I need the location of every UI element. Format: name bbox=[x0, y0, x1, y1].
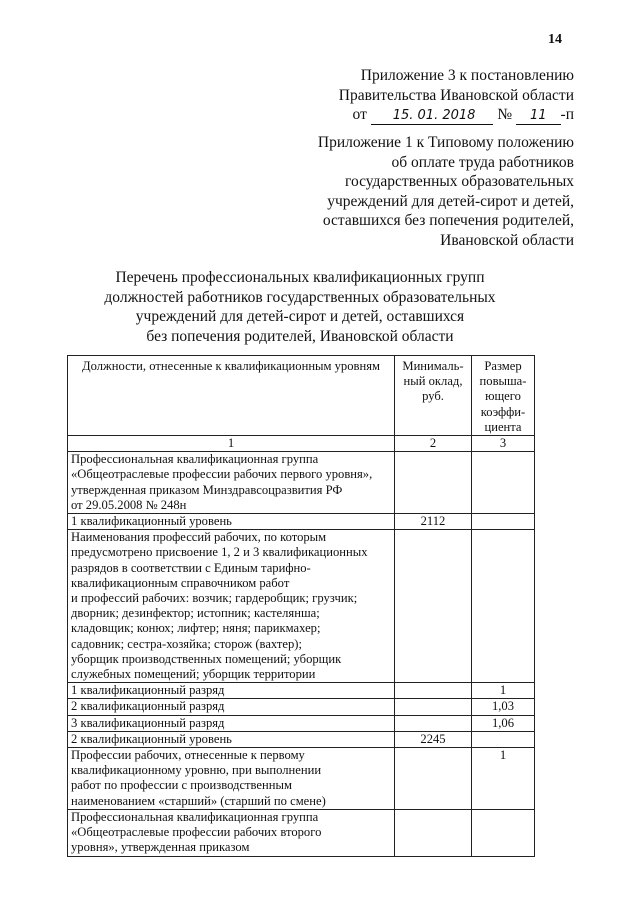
row-description: Профессии рабочих, отнесенные к первому … bbox=[67, 747, 395, 810]
table-row: 1 квалификационный разряд 1 bbox=[67, 682, 535, 700]
row-description: 2 квалификационный уровень bbox=[67, 730, 395, 749]
header-coefficient: Размер повыша- ющего коэффи- циента bbox=[471, 354, 535, 437]
table-row: 2 квалификационный уровень 2245 bbox=[67, 730, 535, 749]
document-number: 11 bbox=[515, 107, 561, 125]
appendix-3-line2: Правительства Ивановской области bbox=[338, 86, 574, 104]
header-positions: Должности, отнесенные к квалификационным… bbox=[67, 354, 395, 437]
appendix-1-header: Приложение 1 к Типовому положению об опл… bbox=[317, 134, 574, 249]
header-min-salary: Минималь- ный оклад, руб. bbox=[394, 354, 472, 437]
row-coefficient: 1 bbox=[471, 682, 535, 700]
col-number-2: 2 bbox=[394, 435, 472, 453]
row-description: Наименования профессий рабочих, по котор… bbox=[67, 529, 395, 684]
number-suffix: -п bbox=[560, 106, 574, 123]
row-coefficient bbox=[471, 451, 535, 515]
table-row: Профессиональная квалификационная группа… bbox=[67, 808, 535, 857]
table-row: 2 квалификационный разряд 1,03 bbox=[67, 698, 535, 716]
table-row: 1 квалификационный уровень 2112 bbox=[67, 513, 535, 531]
row-description: 1 квалификационный разряд bbox=[67, 682, 395, 700]
row-salary bbox=[394, 529, 472, 684]
table-row: Профессиональная квалификационная группа… bbox=[67, 451, 535, 515]
row-description: Профессиональная квалификационная группа… bbox=[67, 808, 395, 857]
table-row: Профессии рабочих, отнесенные к первому … bbox=[67, 747, 535, 810]
row-salary bbox=[394, 747, 472, 810]
table-header-row: Должности, отнесенные к квалификационным… bbox=[67, 354, 535, 437]
appendix-3-line1: Приложение 3 к постановлению bbox=[360, 67, 574, 84]
number-label: № bbox=[497, 106, 513, 123]
row-salary bbox=[394, 682, 472, 700]
row-coefficient: 1,06 bbox=[471, 714, 535, 732]
col-number-3: 3 bbox=[471, 435, 535, 453]
row-coefficient bbox=[471, 529, 535, 684]
row-salary: 2112 bbox=[394, 513, 472, 531]
column-number-row: 1 2 3 bbox=[67, 435, 535, 453]
row-coefficient: 1 bbox=[471, 747, 535, 810]
row-coefficient: 1,03 bbox=[471, 698, 535, 716]
row-salary bbox=[394, 808, 472, 857]
row-coefficient bbox=[471, 730, 535, 749]
document-title: Перечень профессиональных квалификационн… bbox=[104, 269, 496, 345]
appendix-3-date-line: от 15. 01. 2018 № 11 -п bbox=[339, 105, 574, 125]
row-salary: 2245 bbox=[394, 730, 472, 749]
table-row: 3 квалификационный разряд 1,06 bbox=[67, 714, 535, 732]
col-number-1: 1 bbox=[67, 435, 395, 453]
row-salary bbox=[394, 451, 472, 515]
row-description: 1 квалификационный уровень bbox=[67, 513, 395, 531]
row-description: Профессиональная квалификационная группа… bbox=[67, 451, 395, 515]
page-number: 14 bbox=[548, 32, 562, 47]
qualification-table: Должности, отнесенные к квалификационным… bbox=[67, 354, 535, 857]
document-date: 15. 01. 2018 bbox=[370, 107, 494, 125]
table-row: Наименования профессий рабочих, по котор… bbox=[67, 529, 535, 684]
row-coefficient bbox=[471, 808, 535, 857]
from-label: от bbox=[352, 106, 367, 123]
row-salary bbox=[394, 714, 472, 732]
appendix-3-header: Приложение 3 к постановлению Правительств… bbox=[339, 66, 574, 125]
row-description: 2 квалификационный разряд bbox=[67, 698, 395, 716]
row-description: 3 квалификационный разряд bbox=[67, 714, 395, 732]
row-salary bbox=[394, 698, 472, 716]
row-coefficient bbox=[471, 513, 535, 531]
